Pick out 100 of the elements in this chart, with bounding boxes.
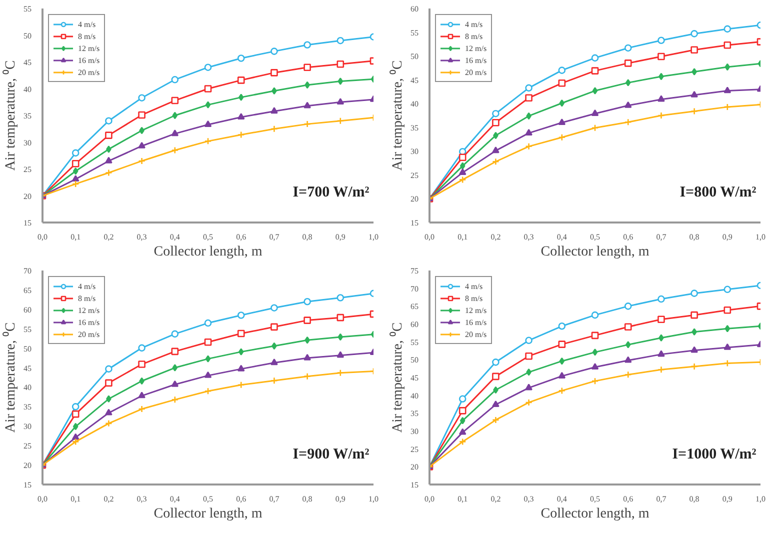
x-tick-label: 0,1	[458, 494, 468, 504]
y-tick-label: 15	[410, 480, 418, 490]
y-tick-label: 15	[24, 218, 32, 228]
legend-label: 4 m/s	[78, 19, 97, 29]
y-tick-label: 30	[24, 138, 32, 148]
y-tick-label: 20	[24, 192, 32, 201]
legend-label: 8 m/s	[465, 31, 484, 41]
x-tick-label: 0,9	[335, 494, 346, 504]
x-tick-label: 0,8	[689, 494, 700, 504]
y-tick-label: 45	[24, 58, 32, 67]
x-tick-label: 0,3	[524, 494, 534, 504]
legend-label: 16 m/s	[465, 317, 487, 327]
y-tick-label: 50	[410, 52, 418, 62]
x-tick-label: 1,0	[368, 494, 378, 504]
y-tick-label: 55	[24, 4, 32, 14]
y-tick-label: 70	[410, 284, 418, 294]
x-tick-label: 0,6	[623, 232, 634, 242]
y-tick-label: 25	[24, 165, 32, 174]
x-tick-label: 0,4	[556, 232, 567, 242]
x-tick-label: 0,0	[38, 232, 48, 242]
y-tick-label: 55	[24, 324, 32, 334]
legend-label: 16 m/s	[78, 317, 100, 327]
x-tick-label: 0,9	[722, 494, 732, 504]
y-tick-label: 35	[24, 112, 32, 120]
x-tick-label: 0,4	[556, 494, 567, 504]
legend-label: 8 m/s	[465, 293, 484, 303]
y-tick-label: 50	[24, 344, 32, 354]
x-tick-label: 0,9	[335, 232, 346, 242]
y-tick-label: 35	[410, 123, 418, 132]
y-tick-label: 20	[410, 194, 418, 204]
legend-label: 12 m/s	[78, 305, 100, 315]
legend-label: 16 m/s	[465, 55, 487, 65]
y-tick-label: 75	[410, 266, 418, 276]
y-tick-label: 65	[410, 302, 418, 312]
x-tick-label: 0,9	[722, 232, 732, 242]
legend-label: 20 m/s	[78, 329, 100, 339]
y-tick-label: 15	[24, 480, 32, 490]
annotation: I=900 W/m²	[292, 446, 370, 462]
annotation: I=1000 W/m²	[672, 446, 757, 462]
y-tick-label: 65	[24, 286, 32, 295]
x-tick-label: 0,7	[269, 494, 280, 504]
y-tick-label: 60	[410, 4, 418, 14]
y-axis-title: Air temperature, ⁰C	[390, 322, 406, 433]
y-tick-label: 50	[410, 356, 418, 365]
legend-label: 8 m/s	[78, 31, 97, 41]
y-tick-label: 40	[410, 100, 418, 109]
x-tick-label: 0,8	[302, 232, 312, 242]
x-tick-label: 0,3	[524, 232, 534, 242]
x-tick-label: 0,5	[590, 232, 600, 242]
legend-label: 4 m/s	[78, 281, 97, 291]
legend-label: 20 m/s	[465, 67, 487, 77]
legend-label: 12 m/s	[465, 305, 487, 315]
legend-label: 4 m/s	[465, 19, 484, 29]
y-tick-label: 45	[410, 76, 418, 85]
y-tick-label: 60	[410, 320, 418, 329]
legend-label: 16 m/s	[78, 55, 100, 65]
y-tick-label: 45	[24, 364, 32, 373]
x-tick-label: 0,2	[490, 232, 501, 242]
legend-label: 8 m/s	[78, 293, 97, 303]
x-tick-label: 0,0	[38, 494, 48, 504]
y-axis-title: Air temperature, ⁰C	[390, 60, 406, 171]
y-tick-label: 35	[410, 409, 418, 418]
x-tick-label: 0,5	[203, 232, 213, 242]
y-tick-label: 25	[24, 442, 32, 451]
y-tick-label: 50	[24, 31, 32, 40]
y-axis-title: Air temperature, ⁰C	[2, 60, 18, 171]
x-tick-label: 0,8	[689, 232, 700, 242]
x-tick-label: 0,1	[458, 232, 468, 242]
legend-label: 12 m/s	[465, 43, 487, 53]
annotation: I=700 W/m²	[292, 184, 370, 200]
x-tick-label: 0,8	[302, 494, 312, 504]
x-tick-label: 0,5	[590, 494, 600, 504]
x-tick-label: 0,2	[490, 494, 501, 504]
legend-label: 12 m/s	[78, 43, 100, 53]
y-tick-label: 40	[24, 84, 32, 94]
y-tick-label: 45	[410, 374, 418, 382]
x-tick-label: 1,0	[756, 232, 766, 242]
x-axis-title: Collector length, m	[154, 506, 262, 522]
x-tick-label: 0,5	[203, 494, 213, 504]
x-tick-label: 0,4	[170, 232, 180, 242]
y-tick-label: 60	[24, 305, 32, 314]
y-tick-label: 20	[24, 461, 32, 470]
y-tick-label: 25	[410, 444, 418, 454]
legend-label: 20 m/s	[465, 329, 487, 339]
y-tick-label: 20	[410, 462, 418, 472]
x-tick-label: 0,7	[656, 232, 666, 242]
legend-label: 20 m/s	[78, 67, 100, 77]
x-axis-title: Collector length, m	[154, 244, 262, 260]
x-tick-label: 0,6	[236, 232, 246, 242]
y-tick-label: 35	[24, 402, 32, 412]
legend-label: 4 m/s	[465, 281, 484, 291]
y-tick-label: 30	[410, 427, 418, 436]
y-tick-label: 30	[410, 147, 418, 156]
x-tick-label: 0,7	[656, 494, 666, 504]
y-tick-label: 30	[24, 422, 32, 432]
x-tick-label: 0,6	[236, 494, 246, 504]
x-tick-label: 0,4	[170, 494, 180, 504]
y-tick-label: 70	[24, 266, 32, 276]
x-tick-label: 0,3	[136, 232, 147, 242]
x-axis-title: Collector length, m	[540, 506, 650, 522]
